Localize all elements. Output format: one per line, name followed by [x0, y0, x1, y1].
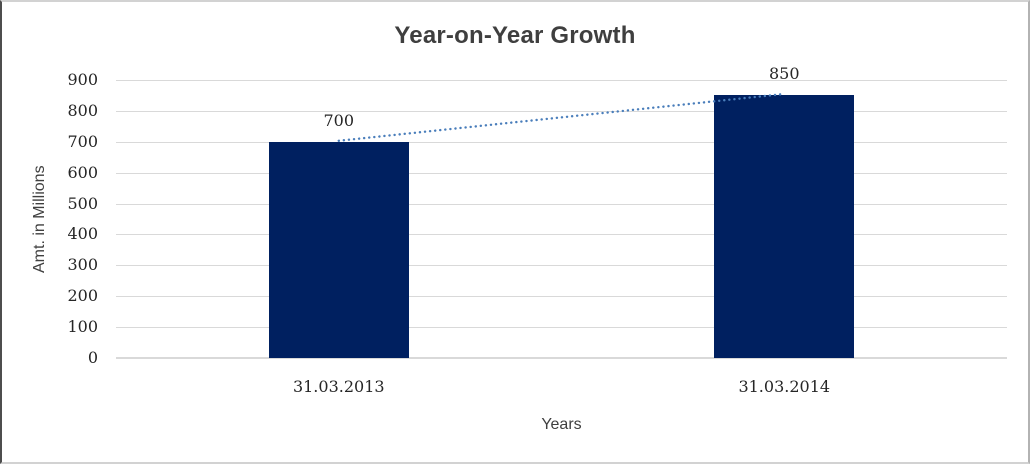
y-tick-label: 0: [87, 348, 98, 367]
y-tick-label: 100: [67, 317, 98, 337]
gridline: [116, 172, 1007, 174]
gridline: [116, 327, 1007, 329]
gridline: [116, 203, 1007, 205]
y-tick-label: 500: [67, 193, 98, 213]
data-label: 700: [323, 110, 355, 130]
y-tick-label: 200: [67, 286, 98, 306]
chart-title: Year-on-Year Growth: [394, 22, 636, 49]
y-tick-label: 800: [67, 100, 98, 120]
y-tick-label: 600: [67, 162, 98, 182]
bar: [714, 95, 855, 358]
bar: [268, 141, 409, 358]
y-tick-label: 900: [67, 70, 98, 89]
data-label: 850: [768, 64, 800, 84]
y-tick-label: 700: [67, 131, 98, 151]
gridline: [116, 141, 1007, 143]
y-tick-label: 300: [67, 255, 98, 275]
gridline: [116, 80, 1007, 81]
gridline: [116, 265, 1007, 267]
x-axis-title: Years: [541, 416, 582, 433]
y-tick-label: 400: [67, 224, 98, 244]
gridline: [116, 296, 1007, 298]
gridline: [116, 110, 1007, 112]
x-axis-line: [116, 357, 1007, 359]
category-label: 31.03.2013: [292, 377, 385, 396]
category-label: 31.03.2014: [738, 377, 831, 396]
gridline: [116, 234, 1007, 236]
